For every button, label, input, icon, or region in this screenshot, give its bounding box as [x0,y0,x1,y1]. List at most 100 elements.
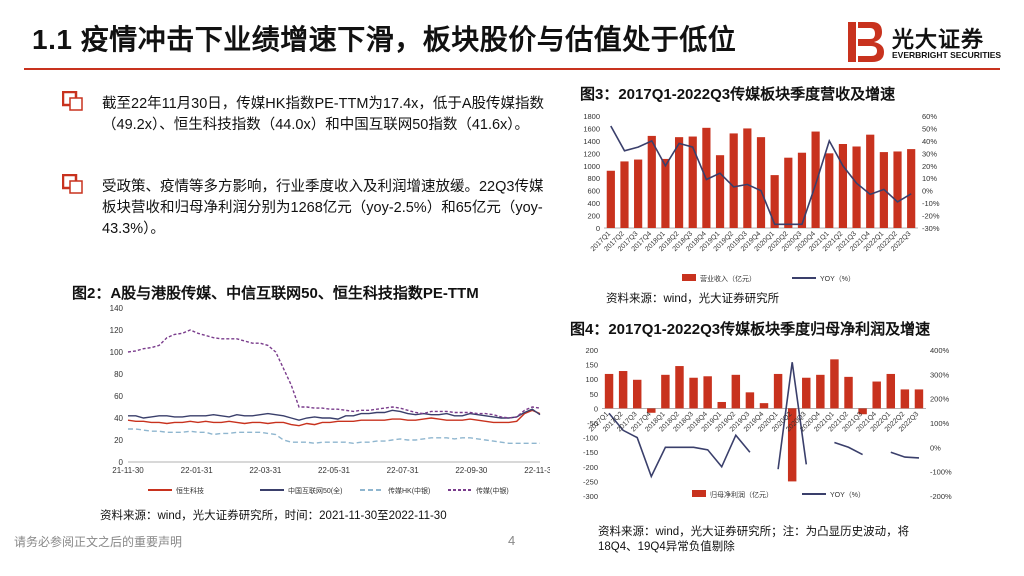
chart3-bar [784,157,793,228]
fig2-y-tick: 140 [110,304,124,313]
chart3-y-tick: 800 [587,174,600,183]
fig2-title: 图2：A股与港股传媒、中信互联网50、恒生科技指数PE-TTM [72,285,479,302]
chart4-bar [745,392,755,409]
chart3-y-tick: 1000 [583,162,600,171]
disclaimer-footer: 请务必参阅正文之后的重要声明 [14,535,183,549]
chart3-y-tick: 600 [587,187,600,196]
chart3-bar [620,161,629,228]
bullet-2-text: 受政策、疫情等多方影响，行业季度收入及利润增速放缓。22Q3传媒板块营收和归母净… [102,179,544,237]
chart4-y-tick: -150 [583,448,598,457]
chart3-y-tick: 400 [587,199,600,208]
chart4-bar [844,376,853,409]
fig2-x-tick: 22-05-31 [318,466,351,475]
chart4-y-tick: -300 [583,492,598,501]
everbright-logo: 光大证券 EVERBRIGHT SECURITIES [846,20,1006,64]
chart4-bar [689,377,698,409]
chart3-bar [825,153,834,228]
chart4-y-tick: 150 [585,361,598,370]
fig2-x-tick: 22-01-31 [181,466,214,475]
chart4-bar [731,374,741,409]
fig2-y-tick: 40 [114,414,123,423]
chart3-y-tick: 1600 [583,124,600,133]
fig2-pe-chart: 0 20 40 60 80 100 120 140 21-11-30 22-01-31 22-03-… [110,304,550,495]
chart3-y2-tick: 40% [922,137,937,146]
chart4-bar [647,408,656,413]
fig2-legend-label: 传媒(中银) [476,486,509,495]
chart4-bar [604,373,614,409]
chart3-y2-tick: 0% [922,187,933,196]
fig2-y-tick: 60 [114,392,123,401]
fig2-y-tick: 80 [114,370,123,379]
chart3-y2-tick: 20% [922,162,937,171]
fig2-x-tick: 22-03-31 [249,466,282,475]
fig4-source-line1: 资料来源：wind，光大证券研究所；注：为凸显历史波动，将 [598,526,910,538]
chart3-y2-tick: 30% [922,149,937,158]
fig2-series-line [127,329,541,419]
chart3-bar [797,152,807,228]
chart4-bar [661,374,670,409]
chart4-bar [703,376,712,409]
chart4-bar [802,377,811,409]
bullet-1-text: 截至22年11月30日，传媒HK指数PE-TTM为17.4x，低于A股传媒指数（… [102,96,545,133]
chart3-bar [715,155,725,228]
chart4-bar [886,373,896,409]
chart4-bar [773,373,783,409]
chart3-y-tick: 0 [596,224,600,233]
chart3-bar [866,134,875,228]
chart4-y2-tick: -200% [930,492,952,501]
fig2-x-tick: 22-09-30 [455,466,488,475]
chart4-y-tick: -100 [583,434,598,443]
fig2-y-tick: 100 [110,348,124,357]
chart4-y-tick: -50 [587,419,598,428]
chart4-yoy-line [777,362,808,470]
chart4-y2-tick: 0% [930,443,941,452]
square-bullet-icon [62,91,83,111]
fig2-legend-label: 中国互联网50(全) [288,486,342,495]
fig4-source-line2: 18Q4、19Q4异常负值剔除 [598,541,735,553]
fig2-series-line [128,408,541,421]
chart4-y2-tick: 400% [930,346,950,355]
page-title: 1.1 疫情冲击下业绩增速下滑，板块股价与估值处于低位 [32,24,737,55]
chart4-y2-tick: 200% [930,395,950,404]
chart4-y-tick: -250 [583,477,598,486]
chart3-bar [907,149,916,228]
chart4-bar [900,389,910,409]
chart4-y-tick: 0 [594,404,598,413]
bullet-1: 截至22年11月30日，传媒HK指数PE-TTM为17.4x，低于A股传媒指数（… [62,91,550,136]
chart4-legend-swatch-bar [692,490,706,497]
logo-text-cn: 光大证券 [892,27,985,52]
chart3-bar [743,128,752,228]
chart3-bar [756,137,766,228]
chart4-bar [632,379,642,409]
chart4-bar [858,408,867,415]
fig4-title: 图4：2017Q1-2022Q3传媒板块季度归母净利润及增速 [570,321,931,338]
chart3-legend-label: 营业收入（亿元） [700,274,756,283]
fig2-x-tick: 22-07-31 [387,466,420,475]
chart3-bar [674,137,684,228]
chart3-y2-tick: 10% [922,174,937,183]
fig2-x-tick: 22-11-30 [524,466,550,475]
logo-mark-icon [848,22,884,62]
fig2-y-tick: 20 [114,436,123,445]
chart3-bar [852,146,861,228]
chart4-bar [618,371,628,409]
chart3-y2-tick: -20% [922,212,940,221]
chart4-y-tick: 100 [585,375,598,384]
fig4-profit-chart: -300 -250 -200 -150 -100 -50 0 50 100 150 200 -200%… [583,346,952,501]
chart3-yoy-line [610,125,912,226]
chart3-bar [634,159,643,228]
chart3-y-tick: 1800 [583,112,600,121]
title-divider [24,68,1000,70]
chart3-legend-label: YOY（%） [820,275,855,283]
chart3-bar [647,135,656,228]
fig3-title: 图3：2017Q1-2022Q3传媒板块季度营收及增速 [580,86,896,103]
chart4-yoy-line [608,412,751,479]
chart4-bar [872,381,881,409]
fig2-series-line [127,409,541,427]
fig2-series-line [128,428,540,445]
chart3-y2-tick: 50% [922,124,937,133]
chart4-bar [914,389,924,409]
chart3-y2-tick: -10% [922,199,940,208]
chart3-y2-tick: 60% [922,112,937,121]
chart4-bar [717,401,726,409]
